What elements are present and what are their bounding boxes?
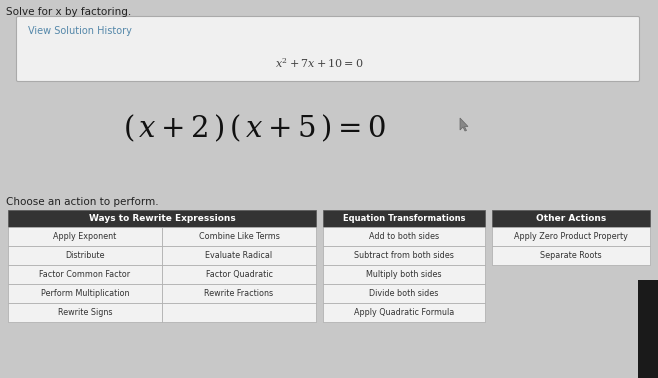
- Text: Rewrite Fractions: Rewrite Fractions: [205, 289, 274, 298]
- Text: Evaluate Radical: Evaluate Radical: [205, 251, 272, 260]
- FancyBboxPatch shape: [323, 246, 485, 265]
- Text: Factor Common Factor: Factor Common Factor: [39, 270, 130, 279]
- FancyBboxPatch shape: [8, 284, 162, 303]
- FancyBboxPatch shape: [8, 303, 162, 322]
- Polygon shape: [460, 118, 468, 131]
- Text: Other Actions: Other Actions: [536, 214, 606, 223]
- FancyBboxPatch shape: [162, 227, 316, 246]
- FancyBboxPatch shape: [162, 284, 316, 303]
- Text: Divide both sides: Divide both sides: [369, 289, 439, 298]
- FancyBboxPatch shape: [323, 227, 485, 246]
- Text: Apply Zero Product Property: Apply Zero Product Property: [514, 232, 628, 241]
- FancyBboxPatch shape: [8, 210, 316, 227]
- FancyBboxPatch shape: [638, 280, 658, 378]
- FancyBboxPatch shape: [323, 265, 485, 284]
- Text: Apply Quadratic Formula: Apply Quadratic Formula: [354, 308, 454, 317]
- Text: Subtract from both sides: Subtract from both sides: [354, 251, 454, 260]
- Text: Factor Quadratic: Factor Quadratic: [205, 270, 272, 279]
- FancyBboxPatch shape: [162, 303, 316, 322]
- Text: Perform Multiplication: Perform Multiplication: [41, 289, 129, 298]
- FancyBboxPatch shape: [492, 246, 650, 265]
- FancyBboxPatch shape: [8, 246, 162, 265]
- Text: Ways to Rewrite Expressions: Ways to Rewrite Expressions: [89, 214, 236, 223]
- Text: View Solution History: View Solution History: [28, 26, 132, 36]
- FancyBboxPatch shape: [323, 284, 485, 303]
- Text: Combine Like Terms: Combine Like Terms: [199, 232, 280, 241]
- FancyBboxPatch shape: [323, 210, 485, 227]
- FancyBboxPatch shape: [492, 210, 650, 227]
- FancyBboxPatch shape: [8, 265, 162, 284]
- Text: $x^2+7x+10=0$: $x^2+7x+10=0$: [275, 56, 363, 70]
- FancyBboxPatch shape: [8, 227, 162, 246]
- Text: Add to both sides: Add to both sides: [369, 232, 439, 241]
- Text: Apply Exponent: Apply Exponent: [53, 232, 116, 241]
- Text: Multiply both sides: Multiply both sides: [367, 270, 442, 279]
- Text: Choose an action to perform.: Choose an action to perform.: [6, 197, 159, 207]
- Text: Separate Roots: Separate Roots: [540, 251, 602, 260]
- FancyBboxPatch shape: [162, 246, 316, 265]
- Text: $( \,x+2\, )\,( \,x+5\, ) = 0$: $( \,x+2\, )\,( \,x+5\, ) = 0$: [123, 112, 387, 144]
- Text: Rewrite Signs: Rewrite Signs: [58, 308, 113, 317]
- Text: Equation Transformations: Equation Transformations: [343, 214, 465, 223]
- FancyBboxPatch shape: [323, 303, 485, 322]
- FancyBboxPatch shape: [492, 227, 650, 246]
- Text: Solve for x by factoring.: Solve for x by factoring.: [6, 7, 131, 17]
- FancyBboxPatch shape: [16, 17, 640, 82]
- Text: Distribute: Distribute: [65, 251, 105, 260]
- FancyBboxPatch shape: [162, 265, 316, 284]
